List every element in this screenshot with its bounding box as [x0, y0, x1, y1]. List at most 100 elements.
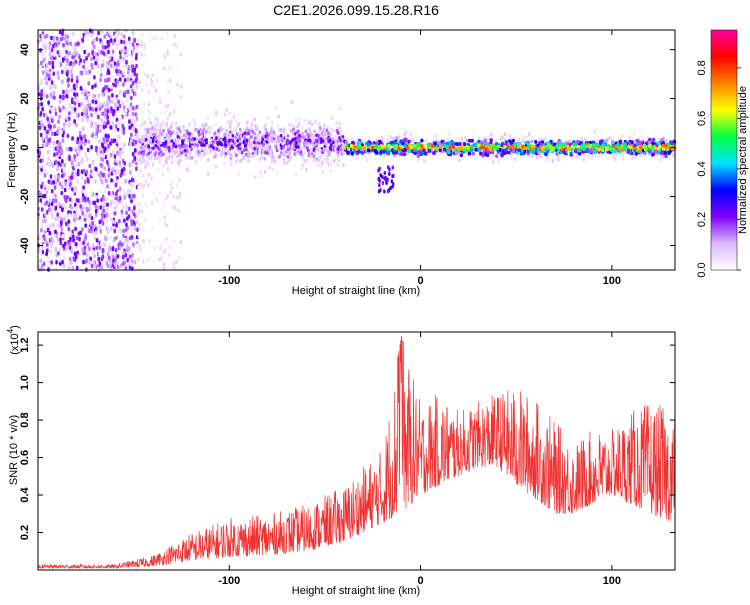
spectrogram-cell	[263, 157, 267, 161]
spectrogram-cell	[137, 38, 140, 43]
spectrogram-cell	[269, 131, 272, 135]
spectrogram-cell	[144, 137, 148, 142]
spectrogram-cell	[161, 36, 165, 41]
spectrogram-cell	[91, 107, 95, 112]
spectrogram-cell	[128, 106, 131, 112]
spectrogram-cell	[153, 80, 156, 85]
spectrogram-cell	[562, 150, 566, 155]
spectrogram-cell	[64, 205, 68, 210]
spectrogram-cell	[238, 127, 242, 132]
spectrogram-cell	[101, 247, 105, 253]
spectrogram-cell	[349, 136, 353, 141]
spectrogram-cell	[118, 182, 121, 187]
spectrogram-cell	[161, 172, 164, 177]
spectrogram-cell	[77, 198, 80, 203]
spectrogram-cell	[484, 152, 488, 156]
spectrogram-cell	[113, 211, 117, 216]
spectrogram-cell	[72, 234, 75, 239]
spectrogram-cell	[604, 152, 608, 157]
spectrogram-cell	[298, 139, 301, 143]
spectrogram-cell	[81, 142, 85, 148]
spectrogram-cell	[159, 150, 163, 154]
spectrogram-cell	[276, 124, 279, 129]
spectrogram-cell	[201, 131, 205, 135]
spectrogram-cell	[182, 128, 186, 133]
spectrogram-cell	[424, 138, 428, 143]
spectrogram-cell	[231, 139, 235, 143]
spectrogram-cell	[422, 148, 426, 153]
spectrogram-cell	[64, 66, 67, 71]
spectrogram-cell	[97, 114, 100, 120]
spectrogram-cell	[118, 245, 122, 250]
spectrogram-cell	[146, 108, 150, 113]
spectrogram-cell	[45, 242, 49, 247]
spectrogram-cell	[152, 191, 156, 196]
spectrogram-cell	[61, 179, 64, 185]
spectrogram-cell	[70, 205, 73, 210]
spectrogram-cell	[178, 178, 181, 183]
spectrogram-cell	[151, 125, 154, 130]
spectrogram-cell	[104, 107, 107, 113]
spectrogram-cell	[375, 141, 379, 146]
spectrogram-cell	[130, 195, 133, 200]
spectrogram-cell	[102, 86, 106, 92]
spectrogram-cell	[519, 155, 523, 160]
spectrogram-cell	[259, 144, 263, 149]
spectrogram-cell	[329, 143, 333, 147]
spectrogram-cell	[161, 110, 165, 115]
spectrogram-cell	[42, 112, 46, 118]
spectrogram-cell	[146, 121, 149, 126]
spectrogram-cell	[41, 218, 45, 224]
spectrogram-cell	[651, 141, 655, 145]
spectrogram-cell	[355, 155, 359, 160]
spectrogram-cell	[108, 31, 112, 37]
spectrogram-cell	[81, 157, 84, 162]
spectrogram-cell	[39, 198, 43, 203]
spectrogram-cell	[75, 83, 78, 89]
spectrogram-cell	[318, 121, 321, 126]
spectrogram-cell	[91, 133, 94, 138]
spectrogram-cell	[129, 182, 133, 187]
spectrogram-cell	[607, 146, 611, 151]
spectrogram-cell	[213, 131, 217, 136]
spectrogram-cell	[47, 69, 50, 75]
spectrogram-cell	[217, 135, 221, 140]
spectrogram-cell	[312, 158, 316, 163]
spectrogram-cell	[142, 173, 145, 178]
spectrogram-cell	[77, 231, 81, 236]
spectrogram-cell	[235, 153, 238, 158]
spectrogram-cell	[294, 172, 297, 177]
spectrogram-cell	[178, 191, 182, 196]
spectrogram-cell	[42, 87, 46, 92]
spectrogram-cell	[338, 121, 341, 126]
spectrogram-cell	[253, 136, 257, 141]
spectrogram-marks	[36, 28, 677, 272]
spectrogram-cell	[88, 200, 91, 205]
spectrogram-cell	[155, 199, 159, 204]
spectrogram-cell	[142, 53, 146, 58]
spectrogram-cell	[80, 70, 83, 76]
spectrogram-cell	[179, 95, 182, 100]
spectrogram-cell	[106, 196, 109, 201]
spectrogram-cell	[99, 49, 103, 55]
spectrogram-cell	[470, 148, 474, 152]
spectrogram-cell	[237, 143, 240, 148]
spectrogram-cell	[173, 265, 176, 270]
spectrogram-cell	[172, 194, 175, 199]
spectrogram-cell	[278, 128, 282, 133]
spectrogram-cell	[197, 133, 201, 137]
spectrogram-cell	[40, 263, 44, 268]
spectrogram-cell	[152, 132, 155, 137]
spectrogram-cell	[308, 119, 312, 124]
spectrogram-cell	[111, 150, 115, 155]
spectrogram-cell	[62, 256, 66, 261]
spectrogram-cell	[126, 225, 129, 231]
spectrogram-cell	[83, 237, 87, 242]
spectrogram-cell	[128, 47, 131, 53]
spectrogram-cell	[130, 60, 134, 66]
spectrogram-cell	[43, 173, 47, 178]
spectrogram-cell	[126, 257, 129, 263]
spectrogram-cell	[255, 144, 259, 149]
spectrogram-cell	[601, 148, 605, 153]
spectrogram-cell	[85, 249, 88, 254]
